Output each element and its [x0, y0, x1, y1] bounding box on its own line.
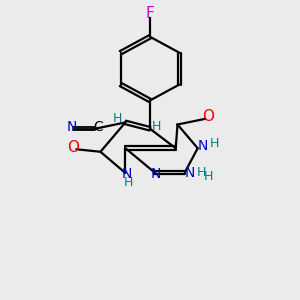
Text: H: H — [209, 137, 219, 150]
Text: H: H — [112, 112, 122, 125]
Text: O: O — [202, 109, 214, 124]
Text: O: O — [67, 140, 79, 155]
Text: H: H — [203, 170, 213, 183]
Text: N: N — [122, 167, 132, 182]
Text: N: N — [66, 120, 76, 134]
Text: N: N — [198, 139, 208, 153]
Text: H: H — [196, 167, 206, 179]
Text: H: H — [152, 120, 161, 133]
Text: C: C — [94, 120, 103, 134]
Text: H: H — [124, 176, 133, 189]
Text: F: F — [146, 6, 154, 21]
Text: N: N — [184, 166, 194, 180]
Text: N: N — [151, 167, 161, 181]
